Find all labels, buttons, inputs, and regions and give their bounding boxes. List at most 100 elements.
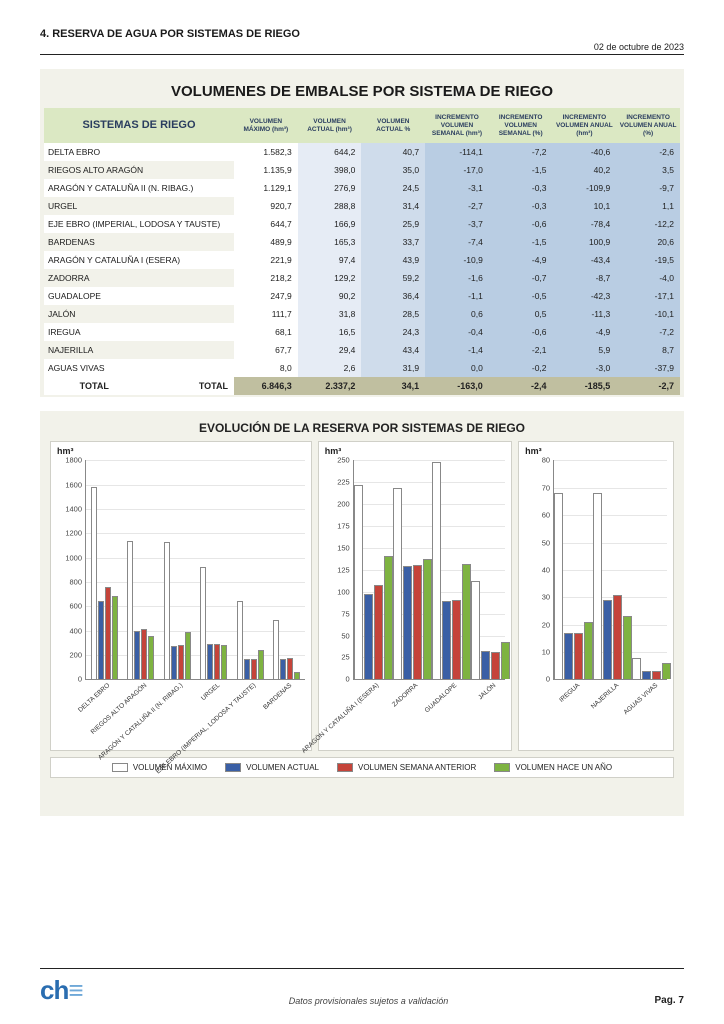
x-label: GUADALOPE bbox=[424, 682, 459, 714]
cell-vact: 16,5 bbox=[298, 323, 362, 341]
cell-inc-hm-year: -4,9 bbox=[553, 323, 617, 341]
cell-system: URGEL bbox=[44, 197, 234, 215]
cell-system: DELTA EBRO bbox=[44, 143, 234, 161]
chart-unit-label: hm³ bbox=[325, 446, 342, 456]
bar-group: BARDENAS bbox=[268, 460, 304, 679]
bar bbox=[171, 646, 177, 680]
cell-inc-pct-year: 3,5 bbox=[616, 161, 680, 179]
y-tick: 1400 bbox=[56, 505, 82, 514]
cell-pct: 25,9 bbox=[361, 215, 425, 233]
cell-inc-pct-year: -9,7 bbox=[616, 179, 680, 197]
cell-inc-hm-year: -11,3 bbox=[553, 305, 617, 323]
bar-group: NAJERILLA bbox=[593, 460, 632, 679]
cell-pct: 36,4 bbox=[361, 287, 425, 305]
cell-system: ARAGÓN Y CATALUÑA II (N. RIBAG.) bbox=[44, 179, 234, 197]
bar bbox=[442, 601, 451, 680]
volumes-table-block: VOLUMENES DE EMBALSE POR SISTEMA DE RIEG… bbox=[40, 69, 684, 397]
x-label: ARAGÓN Y CATALUÑA II (N. RIBAG.) bbox=[97, 682, 184, 762]
bar-group: URGEL bbox=[195, 460, 231, 679]
cell-vmax: 68,1 bbox=[234, 323, 298, 341]
chart-unit-label: hm³ bbox=[525, 446, 542, 456]
cell-vact: 90,2 bbox=[298, 287, 362, 305]
cell-inc-hm-year: 10,1 bbox=[553, 197, 617, 215]
x-label: URGEL bbox=[200, 682, 221, 702]
x-label: DELTA EBRO bbox=[77, 682, 111, 714]
footer-note: Datos provisionales sujetos a validación bbox=[289, 996, 449, 1006]
bar bbox=[584, 622, 593, 679]
legend-item-vyear: VOLUMEN HACE UN AÑO bbox=[494, 763, 612, 772]
bar bbox=[148, 636, 154, 680]
cell-vmax: 8,0 bbox=[234, 359, 298, 377]
cell-pct: 31,4 bbox=[361, 197, 425, 215]
x-label: BARDENAS bbox=[263, 682, 294, 711]
bar bbox=[452, 600, 461, 680]
cell-vact: 398,0 bbox=[298, 161, 362, 179]
y-tick: 0 bbox=[524, 675, 550, 684]
bar bbox=[364, 594, 373, 679]
cell-inc-pct-year: -7,2 bbox=[616, 323, 680, 341]
cell-inc-hm-year: -3,0 bbox=[553, 359, 617, 377]
th-pct: VOLUMEN ACTUAL % bbox=[361, 108, 425, 143]
cell-inc-hm-week: -10,9 bbox=[425, 251, 489, 269]
cell-inc-pct-year: -37,9 bbox=[616, 359, 680, 377]
y-tick: 100 bbox=[324, 587, 350, 596]
cell-vmax: 644,7 bbox=[234, 215, 298, 233]
y-tick: 25 bbox=[324, 653, 350, 662]
bar bbox=[251, 659, 257, 680]
x-label: AGUAS VIVAS bbox=[622, 682, 659, 716]
bar bbox=[178, 645, 184, 679]
cell-inc-pct-week: -0,6 bbox=[489, 215, 553, 233]
y-tick: 10 bbox=[524, 648, 550, 657]
y-tick: 600 bbox=[56, 602, 82, 611]
cell-inc-pct-week: -0,5 bbox=[489, 287, 553, 305]
cell-pct: 31,9 bbox=[361, 359, 425, 377]
report-date: 02 de octubre de 2023 bbox=[40, 42, 684, 52]
bar bbox=[662, 663, 671, 679]
table-row: JALÓN111,731,828,50,60,5-11,3-10,1 bbox=[44, 305, 680, 323]
cell-system: NAJERILLA bbox=[44, 341, 234, 359]
cell-system: EJE EBRO (IMPERIAL, LODOSA Y TAUSTE) bbox=[44, 215, 234, 233]
th-inc-hm-year: INCREMENTO VOLUMEN ANUAL (hm³) bbox=[553, 108, 617, 143]
table-row: ARAGÓN Y CATALUÑA II (N. RIBAG.)1.129,12… bbox=[44, 179, 680, 197]
cell-inc-pct-week: -7,2 bbox=[489, 143, 553, 161]
bar bbox=[354, 485, 363, 679]
y-tick: 1000 bbox=[56, 553, 82, 562]
cell-pct: 35,0 bbox=[361, 161, 425, 179]
cell-inc-hm-week: 0,6 bbox=[425, 305, 489, 323]
cell-inc-hm-week: -3,7 bbox=[425, 215, 489, 233]
bar bbox=[554, 493, 563, 679]
cell-total-vact: 2.337,2 bbox=[298, 377, 362, 395]
bar bbox=[214, 644, 220, 680]
cell-inc-hm-year: -42,3 bbox=[553, 287, 617, 305]
bar bbox=[603, 600, 612, 679]
cell-total-ipw: -2,4 bbox=[489, 377, 553, 395]
cell-pct: 59,2 bbox=[361, 269, 425, 287]
y-tick: 70 bbox=[524, 483, 550, 492]
x-label: NAJERILLA bbox=[589, 682, 619, 710]
y-tick: 225 bbox=[324, 478, 350, 487]
cell-inc-hm-week: -17,0 bbox=[425, 161, 489, 179]
cell-inc-pct-year: 8,7 bbox=[616, 341, 680, 359]
bar bbox=[501, 642, 510, 680]
cell-vact: 288,8 bbox=[298, 197, 362, 215]
th-inc-pct-week: INCREMENTO VOLUMEN SEMANAL (%) bbox=[489, 108, 553, 143]
bar bbox=[200, 567, 206, 679]
cell-inc-pct-week: -0,3 bbox=[489, 197, 553, 215]
bar-group: JALÓN bbox=[471, 460, 510, 679]
th-system: SISTEMAS DE RIEGO bbox=[44, 108, 234, 143]
y-tick: 30 bbox=[524, 593, 550, 602]
cell-inc-hm-year: -43,4 bbox=[553, 251, 617, 269]
y-tick: 800 bbox=[56, 578, 82, 587]
y-tick: 50 bbox=[524, 538, 550, 547]
cell-inc-hm-week: -3,1 bbox=[425, 179, 489, 197]
volumes-table: SISTEMAS DE RIEGO VOLUMEN MÁXIMO (hm³) V… bbox=[44, 108, 680, 395]
y-tick: 1600 bbox=[56, 480, 82, 489]
table-row: RIEGOS ALTO ARAGÓN1.135,9398,035,0-17,0-… bbox=[44, 161, 680, 179]
evolution-chart-block: EVOLUCIÓN DE LA RESERVA POR SISTEMAS DE … bbox=[40, 411, 684, 816]
page-footer: ch≡ Datos provisionales sujetos a valida… bbox=[40, 968, 684, 1006]
cell-total-ihw: -163,0 bbox=[425, 377, 489, 395]
bar bbox=[393, 488, 402, 679]
cell-vmax: 489,9 bbox=[234, 233, 298, 251]
cell-vmax: 1.129,1 bbox=[234, 179, 298, 197]
bar bbox=[221, 645, 227, 679]
